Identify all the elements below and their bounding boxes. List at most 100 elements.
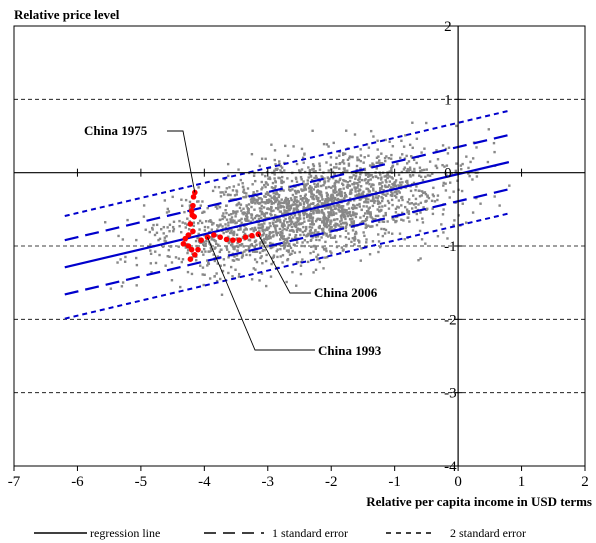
scatter-point [396,205,399,209]
scatter-point [475,175,479,178]
scatter-point [364,226,367,229]
scatter-point [205,239,208,243]
scatter-point [221,269,224,273]
scatter-point [213,185,217,189]
scatter-point [238,219,242,222]
scatter-point [378,162,382,165]
scatter-point [281,232,284,235]
scatter-point [201,200,204,203]
scatter-point [274,228,277,231]
scatter-point [264,202,267,205]
scatter-point [329,221,332,224]
scatter-point [297,223,301,226]
scatter-point [324,240,327,244]
scatter-point [307,219,310,222]
scatter-point [210,228,214,231]
scatter-point [322,247,326,251]
scatter-point [327,179,330,183]
scatter-point [281,188,284,192]
scatter-point [329,211,333,215]
scatter-point [453,219,456,222]
annotation-leader [257,234,311,294]
scatter-point [325,234,328,237]
scatter-point [308,213,311,217]
scatter-point [342,215,346,219]
scatter-point [303,152,306,155]
scatter-point [312,271,315,274]
scatter-point [272,234,275,237]
scatter-point [317,196,320,200]
scatter-point [475,196,478,200]
scatter-point [302,202,306,206]
scatter-point [241,254,245,257]
scatter-point [270,231,273,234]
scatter-point [341,249,345,252]
y-tick-label: -4 [444,459,457,475]
scatter-point [353,133,357,136]
scatter-point [135,263,139,267]
scatter-point [339,235,342,238]
scatter-point [403,238,406,241]
scatter-point [322,221,326,225]
scatter-point [394,180,397,184]
scatter-point [188,200,192,204]
scatter-point [318,191,321,195]
scatter-point [368,253,372,256]
scatter-point [153,233,157,237]
scatter-point [258,251,262,254]
scatter-point [452,190,455,193]
scatter-point [322,213,326,216]
scatter-point [318,164,322,168]
scatter-point [293,189,297,193]
scatter-point [384,194,388,197]
scatter-point [308,225,311,229]
x-tick-label: -6 [71,474,84,490]
scatter-point [181,258,185,261]
scatter-point [302,197,305,200]
scatter-point [292,210,295,213]
scatter-point [443,165,446,168]
scatter-point [260,188,263,191]
scatter-point [279,189,282,192]
scatter-point [337,224,340,227]
scatter-point [273,149,277,152]
scatter-point [326,196,329,199]
scatter-point [324,198,327,201]
scatter-point [232,232,236,235]
scatter-point [420,190,424,193]
scatter-point [343,169,346,172]
scatter-point [288,233,291,236]
scatter-point [245,214,248,218]
scatter-point [390,153,393,157]
scatter-point [398,181,402,184]
scatter-point [231,275,234,278]
scatter-point [245,192,248,195]
scatter-point [275,231,278,235]
scatter-point [337,181,340,184]
scatter-point [347,211,350,214]
scatter-point [170,279,174,282]
china-point [187,221,194,227]
scatter-point [353,239,356,242]
scatter-point [216,255,219,258]
scatter-point [196,236,199,240]
scatter-point [360,221,363,225]
scatter-point [321,203,325,206]
scatter-point [236,241,239,245]
scatter-point [412,181,416,185]
scatter-point [344,217,347,221]
scatter-point [327,219,330,222]
scatter-point [254,198,257,201]
scatter-point [309,209,313,213]
china-point [191,213,197,220]
scatter-point [371,217,375,221]
scatter-point [207,220,211,223]
scatter-point [333,236,336,239]
scatter-point [245,204,248,207]
scatter-point [360,193,363,196]
scatter-point [340,198,344,202]
scatter-point [280,185,283,189]
scatter-point [498,204,501,207]
scatter-point [415,212,419,216]
scatter-point [360,208,363,212]
